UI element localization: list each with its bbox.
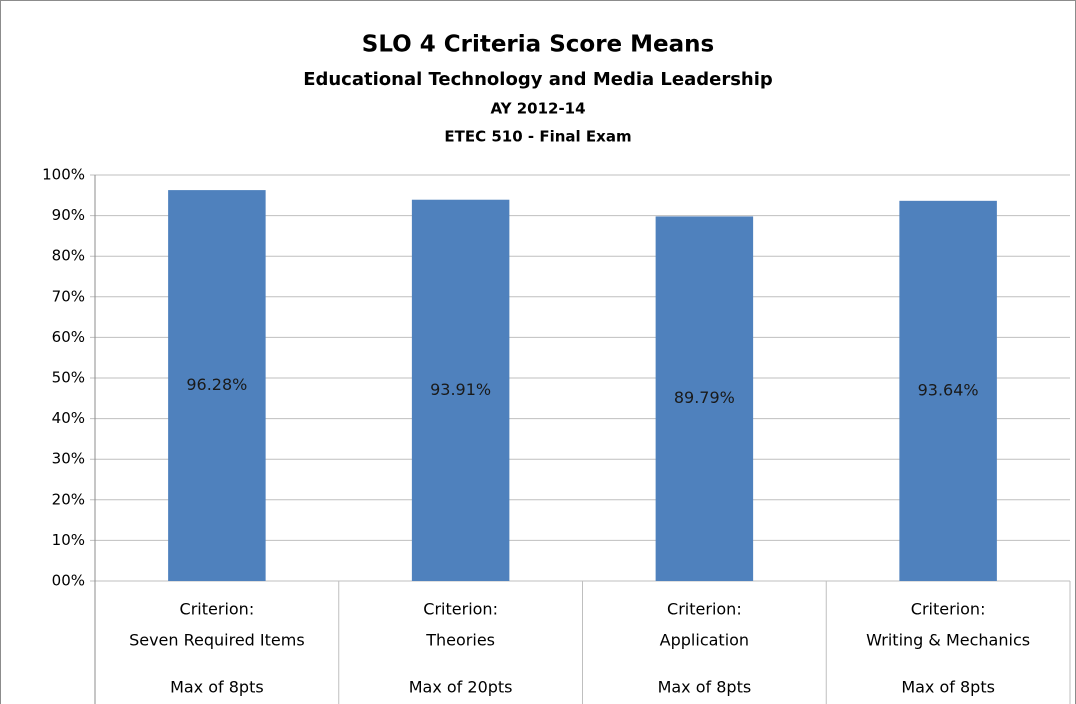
y-tick-label: 00% [52,572,85,590]
chart-title: SLO 4 Criteria Score Means [362,32,714,58]
x-tick-label: Criterion: [667,600,742,619]
y-tick-label: 20% [52,490,85,508]
y-tick-label: 90% [52,206,85,224]
data-label: 89.79% [674,388,735,407]
bar [899,200,997,581]
category-note: Max of 8pts [901,678,995,697]
bar [655,216,754,581]
data-label: 93.91% [430,380,491,399]
x-tick-label: Criterion: [423,600,498,619]
y-tick-label: 10% [52,531,85,549]
x-tick-label: Writing & Mechanics [866,631,1030,650]
x-tick-label: Criterion: [180,600,255,619]
bar [168,190,266,581]
y-tick-label: 70% [52,287,85,305]
x-tick-label: Application [660,631,749,650]
data-label: 96.28% [186,375,247,394]
chart-subtitle: AY 2012-14 [490,100,585,118]
chart-subtitle: ETEC 510 - Final Exam [444,128,631,146]
x-tick-label: Theories [425,631,495,650]
chart-subtitle: Educational Technology and Media Leaders… [303,69,773,90]
category-note: Max of 8pts [170,678,264,697]
y-tick-label: 80% [52,247,85,265]
x-tick-label: Criterion: [911,600,986,619]
bar [411,199,510,581]
category-note: Max of 8pts [658,678,752,697]
y-tick-label: 40% [52,409,85,427]
data-label: 93.64% [918,380,979,399]
y-tick-label: 50% [52,369,85,387]
category-note: Max of 20pts [409,678,513,697]
y-tick-label: 30% [52,450,85,468]
y-tick-label: 60% [52,328,85,346]
x-tick-label: Seven Required Items [129,631,305,650]
y-tick-label: 100% [42,166,85,184]
